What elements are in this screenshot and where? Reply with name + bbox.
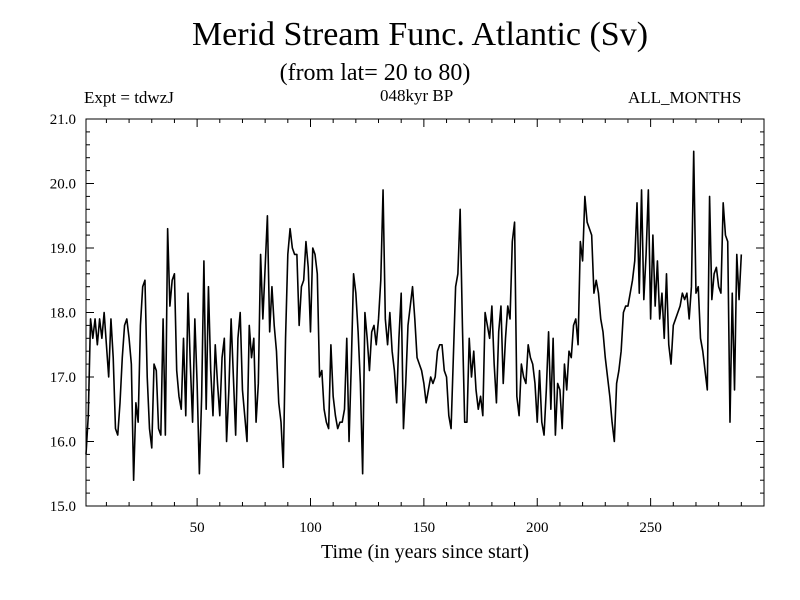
y-tick-label: 15.0: [50, 499, 76, 515]
y-tick-label: 16.0: [50, 435, 76, 451]
x-tick-label: 100: [299, 520, 322, 536]
y-tick-label: 18.0: [50, 306, 76, 322]
x-tick-label: 200: [526, 520, 549, 536]
y-tick-label: 19.0: [50, 241, 76, 257]
experiment-label: Expt = tdwzJ: [84, 88, 174, 107]
period-label: 048kyr BP: [380, 86, 454, 105]
x-tick-label: 150: [413, 520, 436, 536]
series-line: [85, 150, 743, 481]
x-tick-label: 250: [639, 520, 662, 536]
y-tick-label: 20.0: [50, 177, 76, 193]
chart-title: Merid Stream Func. Atlantic (Sv): [191, 16, 649, 53]
y-tick-label: 21.0: [50, 112, 76, 128]
y-tick-label: 17.0: [50, 370, 76, 386]
x-tick-label: 50: [190, 520, 205, 536]
x-axis-label: Time (in years since start): [321, 541, 529, 563]
months-label: ALL_MONTHS: [628, 88, 742, 107]
chart-subtitle: (from lat= 20 to 80): [279, 60, 471, 86]
